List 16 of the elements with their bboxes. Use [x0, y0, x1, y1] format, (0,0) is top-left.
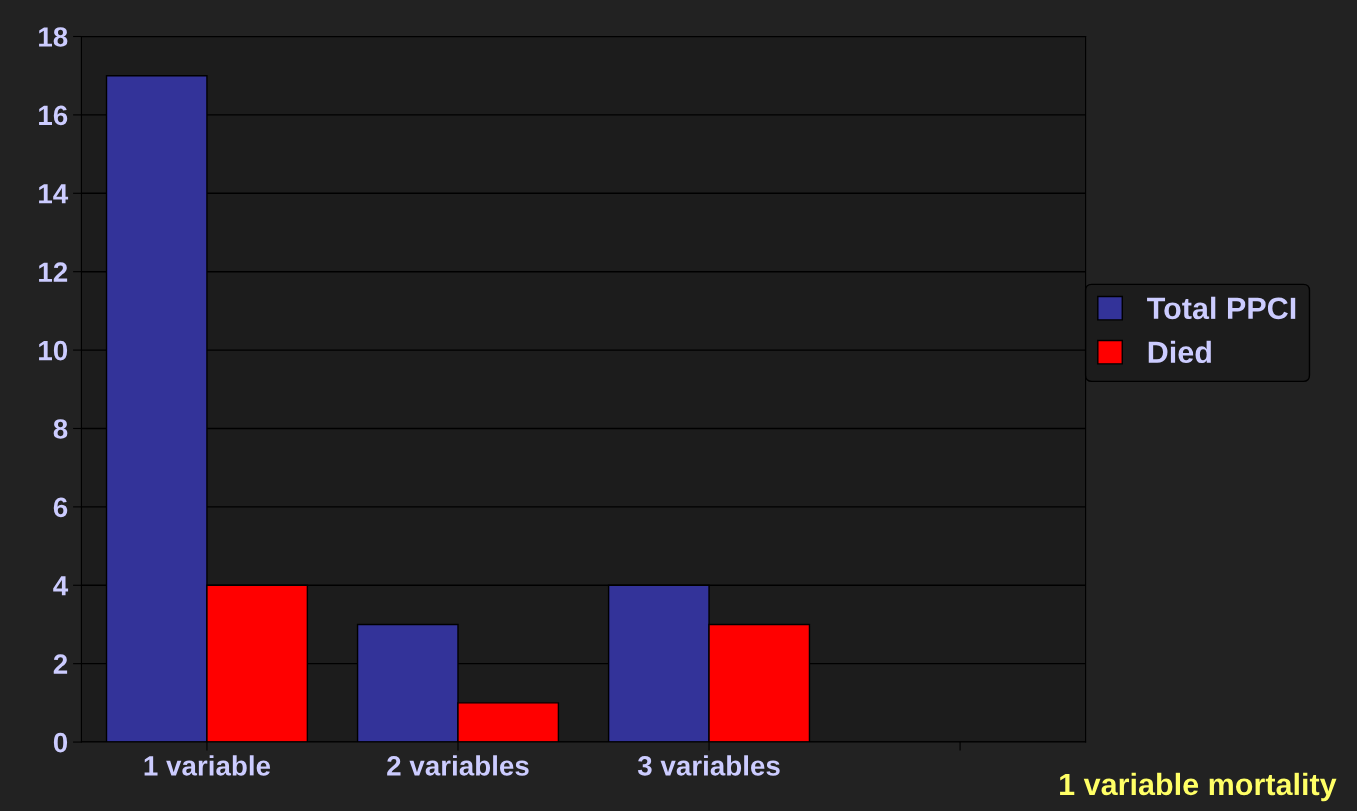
legend-label: Died [1148, 340, 1211, 364]
x-tick-label: 3 variables [637, 755, 780, 776]
legend-label: Total PPCI [1147, 296, 1296, 320]
y-tick-label: 16 [39, 105, 68, 126]
y-tick-label: 6 [53, 497, 68, 518]
y-tick-label: 0 [53, 732, 68, 753]
y-tick-label: 2 [53, 654, 68, 674]
y-tick-label: 12 [39, 262, 68, 282]
y-tick-label: 4 [53, 576, 69, 596]
y-tick-label: 18 [39, 27, 68, 47]
x-tick-label: 1 variable [144, 755, 271, 776]
x-tick-label: 2 variables [387, 755, 529, 776]
y-tick-label: 8 [53, 419, 68, 439]
y-tick-label: 14 [39, 184, 69, 204]
y-tick-label: 10 [39, 340, 68, 361]
text: 1 variable mortality [1060, 772, 1337, 802]
